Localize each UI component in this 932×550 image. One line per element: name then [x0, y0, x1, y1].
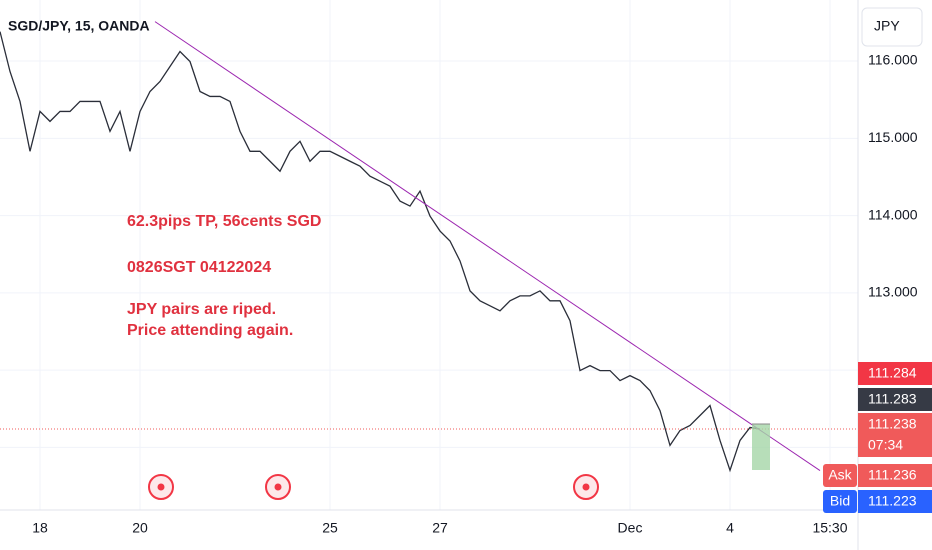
annotation: Price attending again.	[127, 322, 293, 339]
event-markers	[148, 474, 599, 500]
price-tag-name-box	[823, 490, 857, 513]
price-tag-value: 111.238	[868, 416, 917, 432]
event-dot	[157, 483, 165, 491]
annotation: 0826SGT 04122024	[127, 259, 271, 276]
x-tick-label: 27	[432, 520, 448, 536]
x-tick-label: Dec	[618, 520, 643, 536]
chart-title: SGD/JPY, 15, OANDA	[8, 18, 150, 34]
annotation: JPY pairs are riped.	[127, 301, 276, 318]
y-tick-label: 116.000	[868, 52, 918, 68]
price-tag	[858, 464, 932, 487]
event-dot	[274, 483, 282, 491]
price-tag	[858, 362, 932, 385]
price-tag-value: 111.223	[868, 493, 917, 509]
price-tag-value: 111.284	[868, 365, 917, 381]
price-tag	[858, 388, 932, 411]
price-tag-name-box	[823, 464, 857, 487]
unit-box	[861, 7, 923, 47]
y-tick-label: 114.000	[868, 206, 918, 222]
position-tool	[752, 424, 770, 470]
price-tag-name: Bid	[830, 493, 850, 509]
price-tag-value: 111.283	[868, 391, 917, 407]
x-tick-label: 18	[32, 520, 48, 536]
price-tag-value: 111.236	[868, 467, 917, 483]
countdown: 07:34	[868, 437, 903, 453]
price-tag-name: Ask	[828, 467, 852, 483]
y-tick-label: 115.000	[868, 129, 918, 145]
annotation: 62.3pips TP, 56cents SGD	[127, 213, 321, 230]
x-tick-label: 20	[132, 520, 148, 536]
y-axis-unit: JPY	[874, 18, 900, 34]
price-line	[0, 31, 761, 473]
x-tick-label: 15:30	[812, 520, 847, 536]
plot	[0, 21, 858, 473]
grid	[0, 0, 858, 510]
x-tick-label: 4	[726, 520, 734, 536]
event-dot	[582, 483, 590, 491]
price-tag	[858, 413, 932, 457]
x-tick-label: 25	[322, 520, 338, 536]
price-tag	[858, 490, 932, 513]
price-tags: 111.284 111.283 111.238 07:34 111.236 Ask 111.…	[823, 362, 932, 513]
trendline	[154, 21, 821, 472]
y-tick-label: 113.000	[868, 284, 918, 300]
